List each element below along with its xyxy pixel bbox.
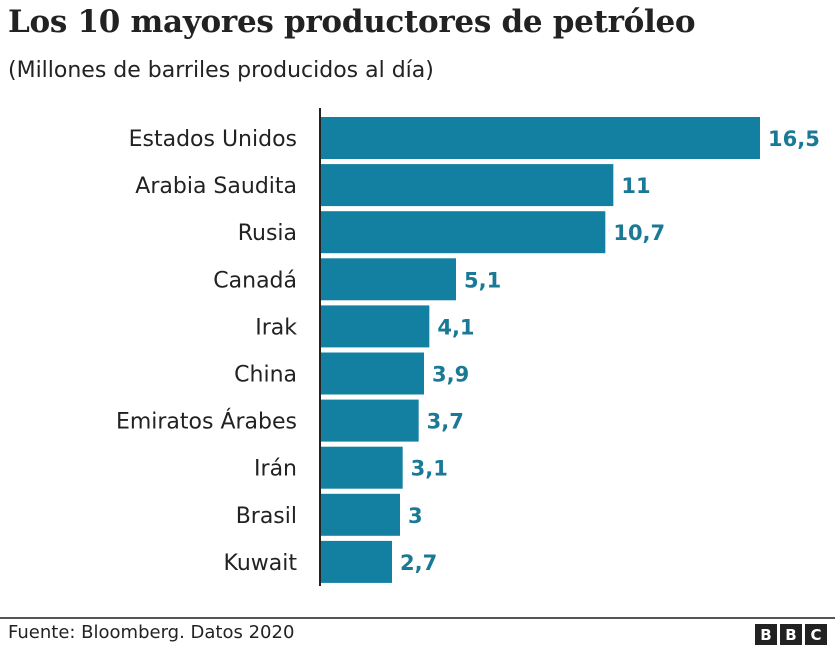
bar (320, 446, 403, 489)
chart-subtitle: (Millones de barriles producidos al día) (8, 58, 434, 83)
footer-divider (0, 617, 835, 619)
value-label: 3,7 (427, 410, 464, 434)
bar (320, 164, 614, 207)
bar (320, 352, 424, 395)
value-label: 10,7 (613, 221, 665, 245)
bar (320, 211, 606, 254)
category-label: Kuwait (224, 551, 298, 576)
bar-chart: Estados Unidos 16,5 Arabia Saudita 11 Rusia 1… (116, 108, 820, 586)
bar (320, 117, 760, 159)
bar (320, 399, 419, 442)
bar (320, 540, 392, 583)
category-label: Estados Unidos (129, 127, 297, 152)
value-label: 3 (408, 504, 423, 528)
category-label: Irak (255, 315, 297, 340)
category-label: Emiratos Árabes (116, 409, 297, 435)
value-label: 16,5 (768, 127, 820, 151)
category-label: Rusia (238, 221, 297, 246)
value-label: 2,7 (400, 551, 437, 575)
value-label: 3,1 (411, 457, 448, 481)
value-label: 3,9 (432, 363, 469, 387)
category-label: Irán (254, 457, 297, 482)
value-label: 11 (621, 174, 650, 198)
value-label: 4,1 (437, 315, 474, 339)
category-label: Arabia Saudita (135, 174, 297, 199)
bar (320, 493, 400, 536)
category-label: Canadá (213, 268, 297, 293)
category-label: Brasil (236, 504, 297, 529)
bar (320, 305, 430, 348)
bar (320, 258, 456, 301)
source-note: Fuente: Bloomberg. Datos 2020 (8, 622, 295, 643)
category-label: China (234, 363, 297, 388)
chart-title: Los 10 mayores productores de petróleo (8, 4, 696, 40)
value-label: 5,1 (464, 268, 501, 292)
